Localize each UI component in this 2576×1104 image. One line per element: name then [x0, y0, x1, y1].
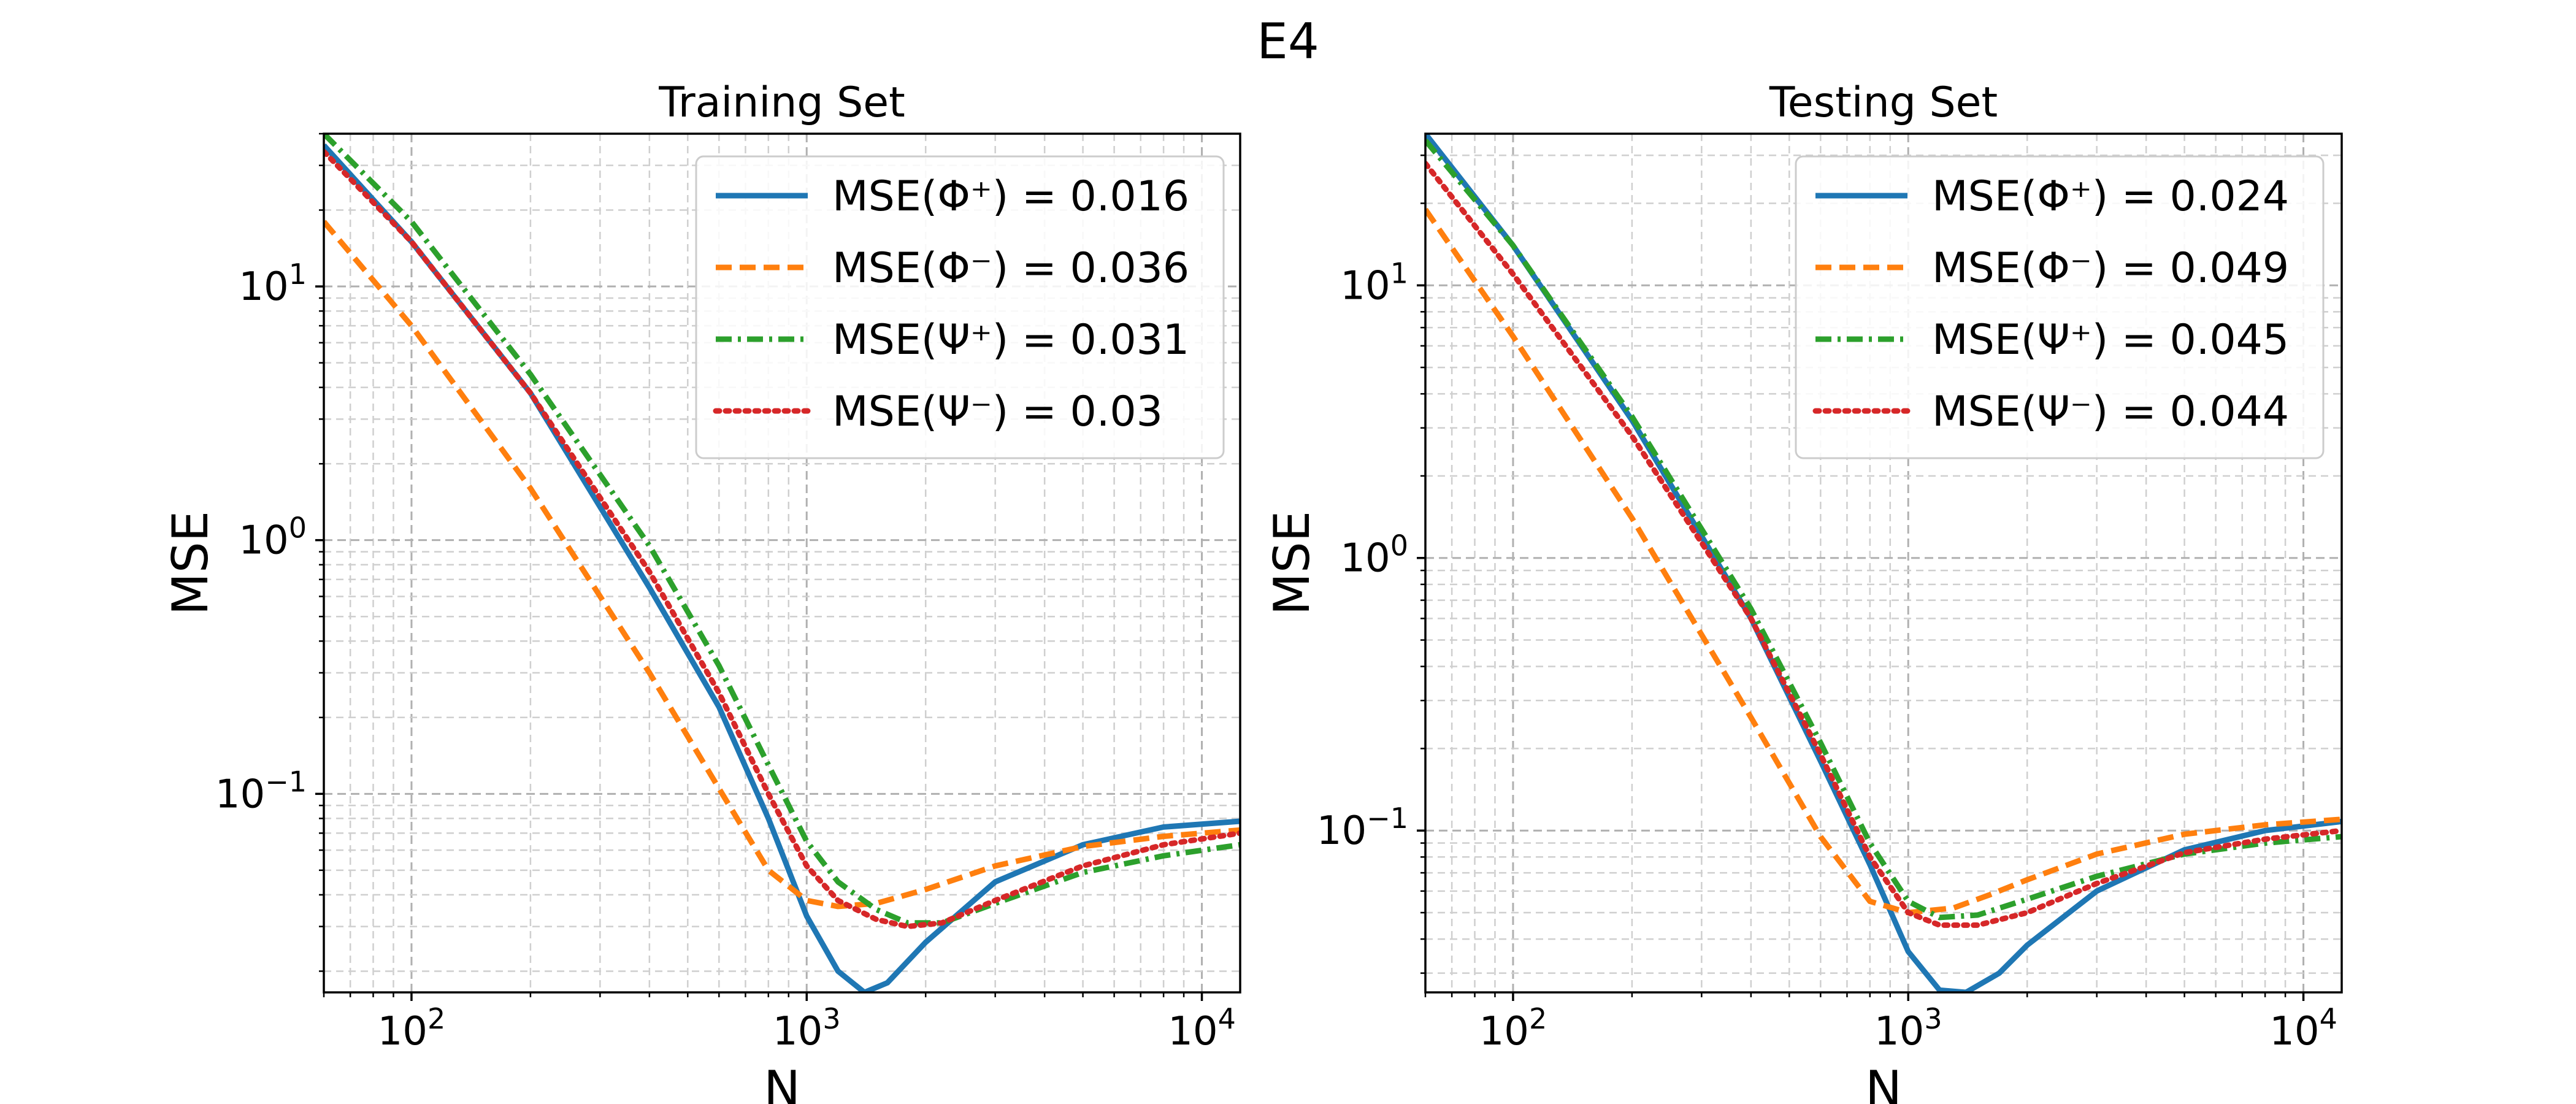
- x-tick-exponent: 3: [1924, 1002, 1942, 1035]
- series-line-3: [324, 134, 1240, 926]
- legend-label-2: MSE(Φ⁻) = 0.036: [832, 244, 1189, 293]
- y-tick-label: 101: [239, 258, 307, 310]
- x-tick-base: 10: [2269, 1009, 2319, 1054]
- y-tick-label: 10−1: [1317, 802, 1408, 854]
- x-tick-label: 102: [1479, 1002, 1547, 1054]
- figure-title: E4: [1257, 13, 1319, 70]
- x-tick-exponent: 4: [1218, 1002, 1236, 1035]
- plot-frame: [323, 132, 1241, 994]
- y-tick-exponent: 0: [289, 512, 307, 545]
- panel-title: Testing Set: [1769, 79, 1998, 127]
- y-tick-base: 10: [1340, 263, 1390, 309]
- plot-frame: [1424, 132, 2343, 994]
- series-line-2: [324, 220, 1240, 910]
- legend-label-1: MSE(Φ⁺) = 0.016: [832, 172, 1189, 221]
- x-tick-base: 10: [1168, 1009, 1217, 1054]
- series-line-2: [1425, 207, 2342, 916]
- y-tick-base: 10: [215, 772, 265, 817]
- x-tick-base: 10: [1874, 1009, 1924, 1054]
- x-tick-base: 10: [773, 1009, 822, 1054]
- y-tick-label: 101: [1340, 256, 1408, 309]
- legend-label-1: MSE(Φ⁺) = 0.024: [1932, 172, 2289, 221]
- x-axis-label: N: [764, 1060, 800, 1104]
- legend-label-2: MSE(Φ⁻) = 0.049: [1932, 244, 2289, 293]
- y-tick-label: 10−1: [215, 765, 307, 817]
- x-axis-label: N: [1865, 1060, 1902, 1104]
- series-line-4: [1425, 161, 2342, 928]
- y-tick-exponent: 0: [1390, 529, 1408, 562]
- x-tick-base: 10: [378, 1009, 427, 1054]
- legend-label-3: MSE(Ψ⁺) = 0.031: [832, 316, 1189, 364]
- x-tick-label: 103: [773, 1002, 841, 1054]
- x-tick-exponent: 3: [822, 1002, 840, 1035]
- y-tick-base: 10: [239, 518, 288, 564]
- x-tick-base: 10: [1479, 1009, 1529, 1054]
- series-line-1: [324, 143, 1240, 992]
- x-tick-label: 104: [1168, 1002, 1236, 1054]
- x-tick-label: 103: [1874, 1002, 1942, 1054]
- x-tick-exponent: 2: [427, 1002, 445, 1035]
- series-line-4: [324, 148, 1240, 930]
- y-tick-exponent: −1: [1367, 802, 1408, 835]
- y-tick-base: 10: [239, 264, 288, 310]
- legend: MSE(Φ⁺) = 0.016 MSE(Φ⁻) = 0.036 MSE(Ψ⁺) = …: [695, 155, 1225, 459]
- legend: MSE(Φ⁺) = 0.024 MSE(Φ⁻) = 0.049 MSE(Ψ⁺) = …: [1795, 155, 2325, 459]
- series-lines: [1425, 134, 2342, 992]
- y-tick-base: 10: [1340, 536, 1390, 581]
- x-tick-exponent: 2: [1529, 1002, 1547, 1035]
- legend-label-4: MSE(Ψ⁻) = 0.03: [832, 388, 1163, 436]
- y-tick-exponent: −1: [265, 765, 307, 798]
- legend-box: [1795, 155, 2325, 459]
- y-tick-exponent: 1: [1390, 256, 1408, 289]
- x-tick-label: 104: [2269, 1002, 2337, 1054]
- y-tick-label: 100: [239, 512, 307, 564]
- x-tick-label: 102: [378, 1002, 446, 1054]
- series-lines: [324, 134, 1240, 992]
- y-tick-base: 10: [1317, 808, 1367, 854]
- y-tick-label: 100: [1340, 529, 1408, 581]
- legend-label-4: MSE(Ψ⁻) = 0.044: [1932, 388, 2289, 436]
- y-axis-label: MSE: [162, 511, 219, 615]
- x-tick-exponent: 4: [2320, 1002, 2337, 1035]
- panel-title: Training Set: [658, 79, 905, 127]
- legend-label-3: MSE(Ψ⁺) = 0.045: [1932, 316, 2289, 364]
- y-tick-exponent: 1: [289, 258, 307, 291]
- y-axis-label: MSE: [1263, 511, 1321, 615]
- series-line-3: [1425, 139, 2342, 921]
- legend-box: [695, 155, 1225, 459]
